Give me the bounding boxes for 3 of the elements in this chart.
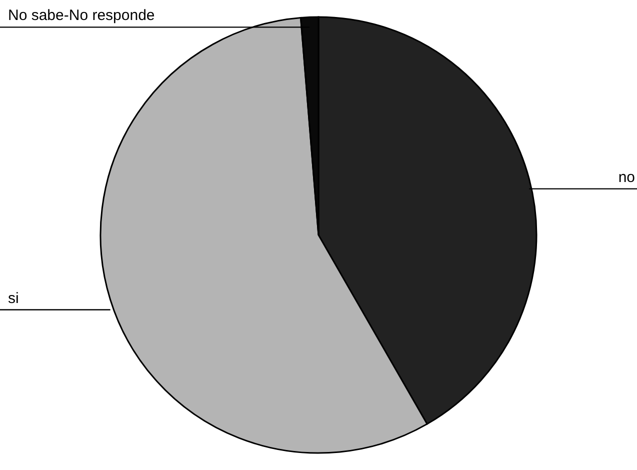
slice-label: No sabe-No responde <box>8 7 155 24</box>
slice-label: si <box>8 290 19 307</box>
slice-label: no <box>618 168 635 186</box>
